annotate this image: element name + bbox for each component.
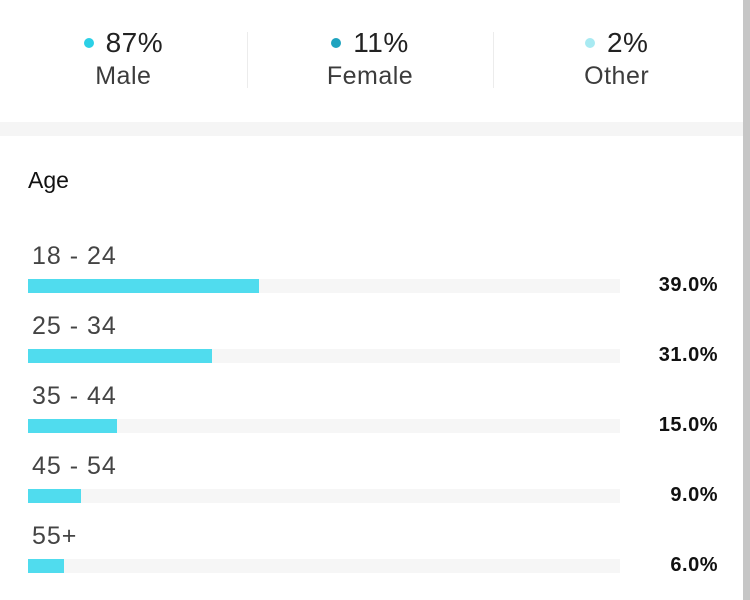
age-value-label: 9.0%	[670, 484, 718, 506]
female-label: Female	[326, 62, 414, 90]
age-section-title: Age	[28, 167, 69, 193]
age-value-label: 31.0%	[658, 344, 718, 366]
age-bar	[28, 349, 212, 363]
other-label: Other	[584, 62, 650, 90]
section-divider	[0, 122, 743, 136]
age-bar	[28, 559, 64, 573]
male-label: Male	[95, 62, 152, 90]
other-color-dot	[584, 38, 595, 48]
gender-item-other: 2% Other	[493, 0, 740, 122]
age-category-label: 35 - 44	[32, 382, 117, 410]
age-category-label: 55+	[32, 522, 78, 550]
age-bar	[28, 489, 82, 503]
age-bar-track	[28, 349, 620, 363]
age-bar-track	[28, 559, 620, 573]
age-bar-chart: 18 - 24 39.0% 25 - 34 31.0% 35 - 44 15.0% 45 -…	[0, 230, 740, 590]
age-category-label: 45 - 54	[32, 452, 117, 480]
age-value-label: 6.0%	[670, 554, 718, 576]
age-bar-track	[28, 419, 620, 433]
male-percent: 87%	[105, 27, 164, 58]
female-color-dot	[331, 38, 342, 48]
gender-item-female: 11% Female	[246, 0, 494, 122]
age-bar-track	[28, 489, 620, 503]
age-value-label: 15.0%	[658, 414, 718, 436]
age-category-label: 25 - 34	[32, 312, 117, 340]
age-bar	[28, 279, 259, 293]
age-value-label: 39.0%	[658, 274, 718, 296]
scrollbar[interactable]	[743, 0, 750, 600]
male-color-dot	[83, 38, 94, 48]
gender-item-male: 87% Male	[0, 0, 247, 122]
age-bar	[28, 419, 117, 433]
other-percent: 2%	[606, 27, 649, 58]
age-bar-track	[28, 279, 620, 293]
female-percent: 11%	[353, 27, 409, 58]
age-category-label: 18 - 24	[32, 242, 117, 270]
gender-summary: 87% Male 11% Female 2% Other	[0, 0, 740, 122]
